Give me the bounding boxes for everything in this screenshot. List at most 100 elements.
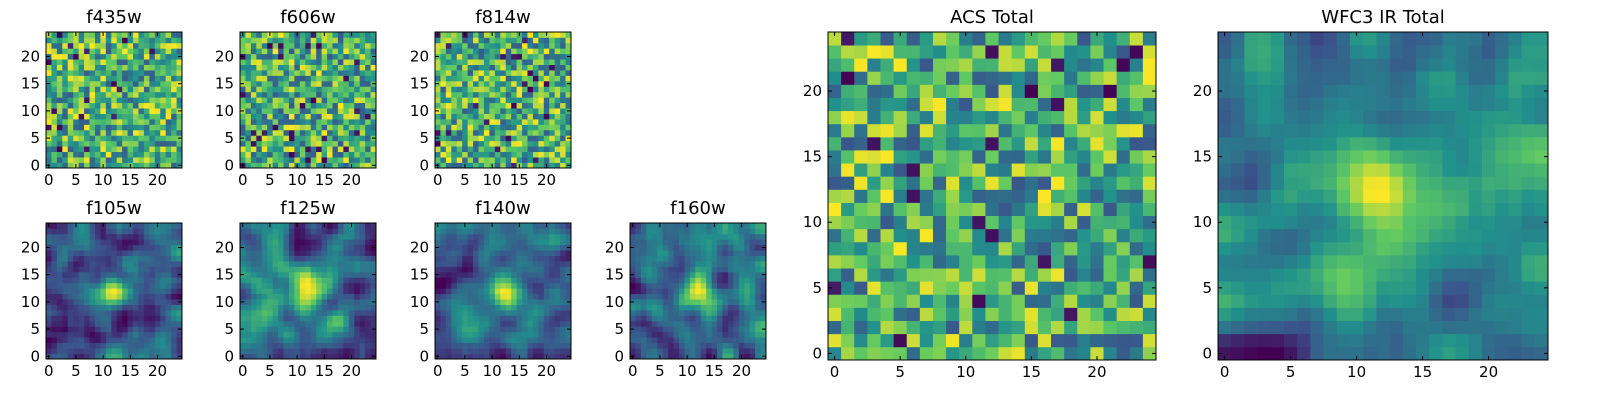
- heatmap-cell: [256, 48, 263, 55]
- heatmap-cell: [532, 48, 539, 55]
- heatmap-cell: [473, 304, 479, 311]
- heatmap-cell: [689, 342, 696, 349]
- heatmap-cell: [73, 348, 79, 354]
- heatmap-cell: [478, 119, 485, 125]
- heatmap-cell: [305, 91, 312, 98]
- heatmap-cell: [316, 228, 322, 235]
- heatmap-cell: [343, 320, 350, 327]
- heatmap-cell: [473, 342, 479, 349]
- heatmap-cell: [445, 48, 452, 55]
- heatmap-cell: [127, 299, 134, 305]
- heatmap-cell: [116, 315, 123, 322]
- heatmap-cell: [46, 266, 52, 273]
- heatmap-cell: [299, 255, 306, 262]
- heatmap-cell: [272, 271, 279, 278]
- heatmap-cell: [122, 233, 128, 240]
- heatmap-cell: [467, 86, 474, 93]
- heatmap-cell: [321, 304, 328, 311]
- heatmap-cell: [478, 108, 485, 114]
- heatmap-cell: [494, 80, 501, 87]
- heatmap-cell: [500, 223, 507, 229]
- heatmap-cell: [143, 233, 150, 240]
- heatmap-cell: [554, 32, 561, 38]
- heatmap-cell: [972, 294, 986, 308]
- heatmap-cell: [435, 157, 441, 163]
- heatmap-cell: [505, 239, 512, 246]
- heatmap-cell: [1142, 294, 1157, 308]
- heatmap-cell: [250, 124, 257, 131]
- heatmap-cell: [267, 151, 273, 158]
- heatmap-cell: [56, 299, 63, 305]
- heatmap-cell: [733, 244, 740, 251]
- heatmap-cell: [348, 348, 355, 354]
- heatmap-cell: [467, 135, 474, 142]
- heatmap-cell: [100, 64, 107, 71]
- heatmap-cell: [133, 97, 139, 104]
- heatmap-cell: [1129, 281, 1144, 295]
- heatmap-cell: [51, 162, 58, 169]
- heatmap-cell: [998, 215, 1013, 230]
- heatmap-cell: [84, 48, 90, 55]
- heatmap-cell: [516, 233, 523, 240]
- heatmap-cell: [100, 129, 107, 136]
- heatmap-cell: [288, 129, 295, 136]
- heatmap-cell: [543, 239, 550, 246]
- heatmap-cell: [240, 233, 246, 240]
- heatmap-cell: [500, 266, 507, 273]
- heatmap-cell: [527, 42, 534, 49]
- heatmap-cell: [94, 282, 101, 289]
- heatmap-cell: [89, 86, 96, 93]
- heatmap-cell: [165, 124, 172, 131]
- heatmap-cell: [348, 42, 355, 49]
- heatmap-cell: [359, 64, 366, 71]
- heatmap-cell: [543, 48, 550, 55]
- heatmap-cell: [841, 228, 855, 243]
- heatmap-cell: [516, 342, 523, 349]
- heatmap-cell: [165, 348, 172, 354]
- heatmap-cell: [283, 113, 290, 120]
- heatmap-cell: [294, 42, 301, 49]
- heatmap-cell: [122, 315, 128, 322]
- heatmap-cell: [127, 228, 134, 235]
- heatmap-cell: [678, 261, 685, 267]
- heatmap-cell: [749, 223, 756, 229]
- heatmap-cell: [684, 326, 691, 333]
- heatmap-cell: [543, 91, 550, 98]
- heatmap-cell: [294, 53, 301, 60]
- heatmap-cell: [500, 304, 507, 311]
- heatmap-cell: [288, 288, 295, 295]
- heatmap-cell: [494, 48, 501, 55]
- heatmap-cell: [111, 146, 118, 153]
- heatmap-cell: [640, 337, 647, 344]
- heatmap-cell: [321, 315, 328, 322]
- heatmap-cell: [288, 266, 295, 273]
- heatmap-cell: [56, 261, 63, 267]
- heatmap-cell: [51, 266, 58, 273]
- heatmap-cell: [738, 244, 745, 251]
- heatmap-cell: [854, 294, 868, 308]
- heatmap-cell: [1051, 294, 1065, 308]
- heatmap-cell: [662, 326, 669, 333]
- heatmap-cell: [440, 348, 447, 354]
- heatmap-cell: [176, 42, 183, 49]
- heatmap-cell: [73, 239, 79, 246]
- heatmap-cell: [440, 113, 447, 120]
- heatmap-cell: [972, 228, 986, 243]
- heatmap-cell: [46, 293, 52, 300]
- heatmap-cell: [440, 282, 447, 289]
- heatmap-cell: [662, 342, 669, 349]
- heatmap-cell: [959, 307, 973, 321]
- heatmap-cell: [94, 320, 101, 327]
- heatmap-cell: [717, 250, 723, 256]
- heatmap-cell: [327, 233, 333, 240]
- heatmap-cell: [867, 268, 881, 282]
- heatmap-cell: [440, 304, 447, 311]
- heatmap-cell: [354, 310, 361, 316]
- heatmap-cell: [651, 299, 658, 305]
- heatmap-cell: [143, 119, 150, 125]
- heatmap-cell: [451, 53, 458, 60]
- heatmap-cell: [760, 342, 767, 349]
- heatmap-cell: [138, 228, 145, 235]
- heatmap-cell: [972, 255, 986, 269]
- heatmap-cell: [522, 315, 528, 322]
